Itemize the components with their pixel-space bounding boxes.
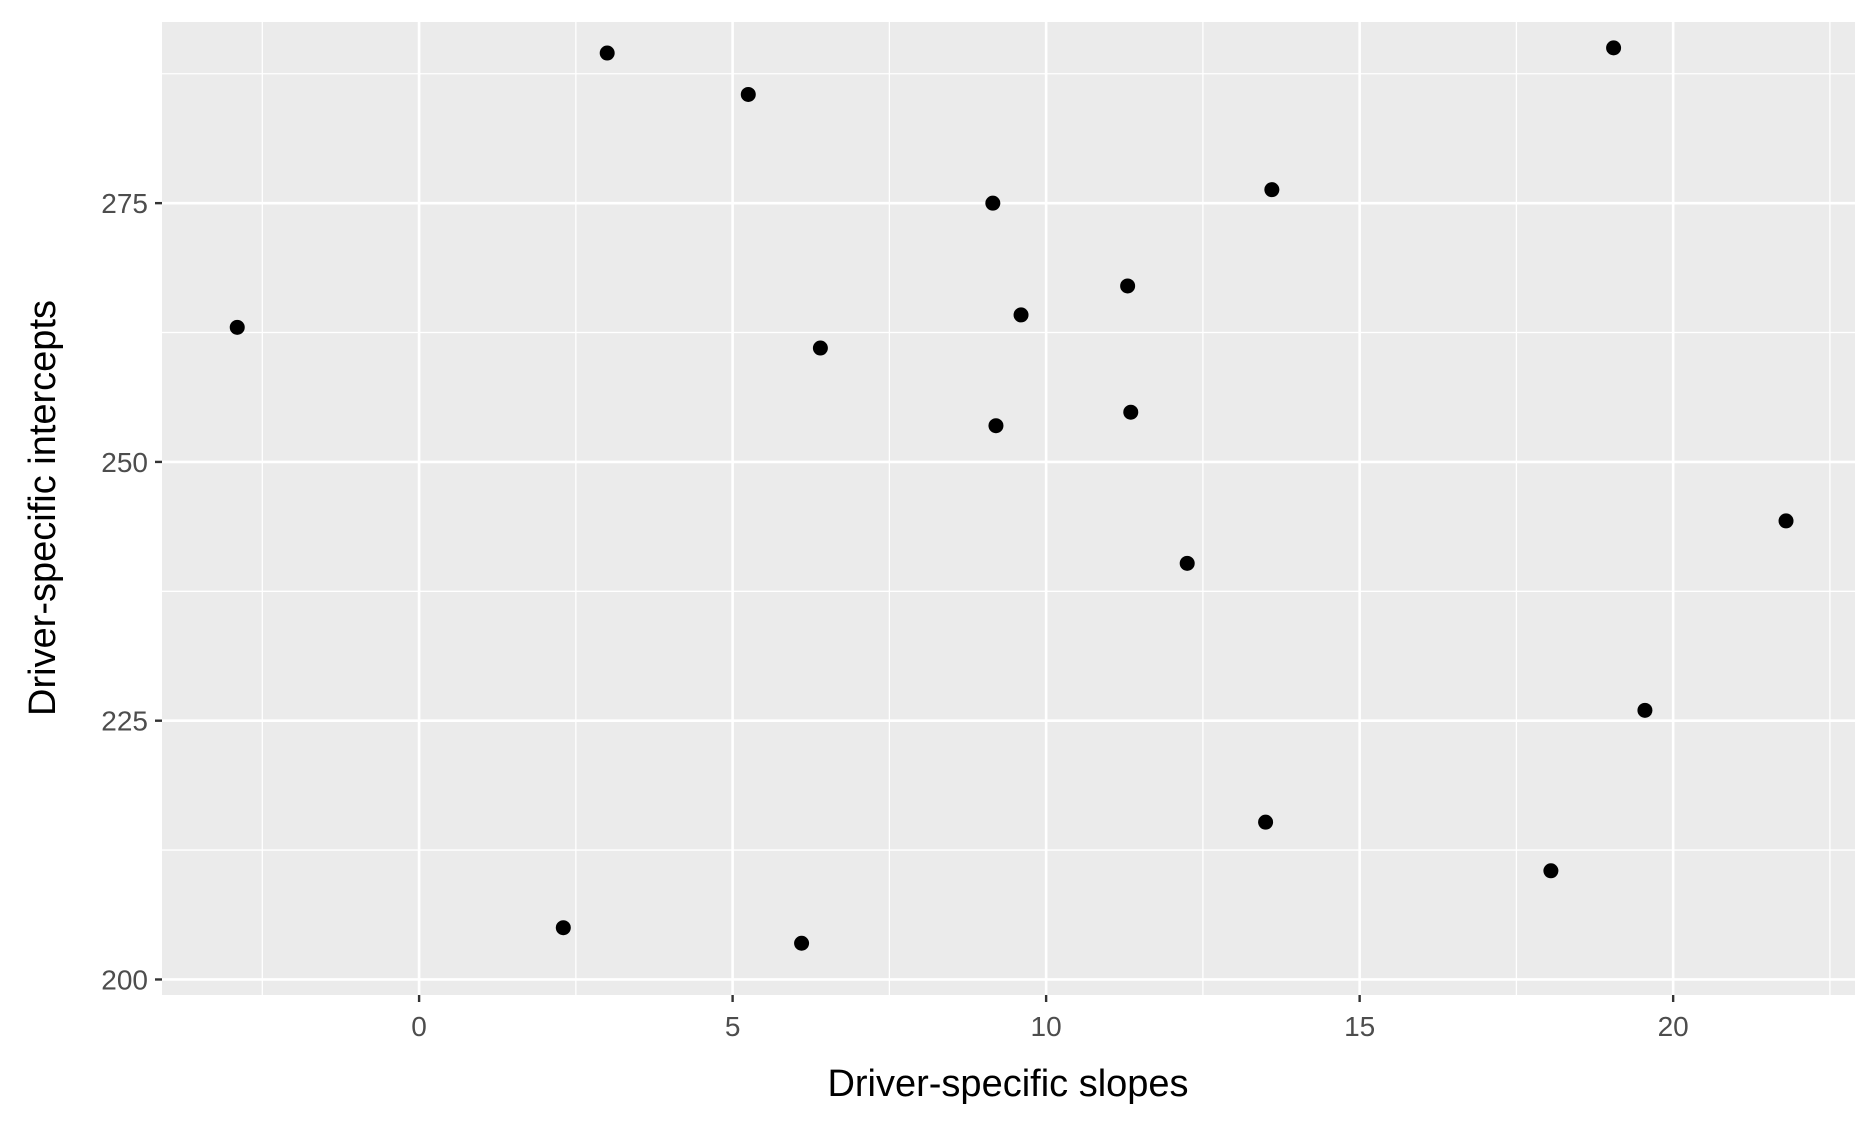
x-tick-label: 15 bbox=[1344, 1011, 1375, 1042]
y-tick-label: 200 bbox=[101, 964, 148, 995]
y-tick-label: 250 bbox=[101, 447, 148, 478]
data-point bbox=[985, 195, 1001, 211]
minor-gridlines bbox=[162, 22, 1855, 995]
data-point bbox=[555, 920, 571, 936]
data-points bbox=[229, 40, 1794, 951]
data-point bbox=[229, 319, 245, 335]
x-tick-label: 5 bbox=[725, 1011, 741, 1042]
x-tick-label: 10 bbox=[1031, 1011, 1062, 1042]
data-point bbox=[599, 45, 615, 61]
data-point bbox=[794, 935, 810, 951]
axis-ticks bbox=[155, 201, 1675, 1002]
y-axis-tick-labels: 200 225 250 275 bbox=[101, 188, 148, 995]
data-point bbox=[988, 418, 1004, 434]
y-tick-label: 275 bbox=[101, 188, 148, 219]
data-point bbox=[1778, 513, 1794, 529]
data-point bbox=[1264, 182, 1280, 198]
data-point bbox=[1637, 702, 1653, 718]
y-tick-label: 225 bbox=[101, 706, 148, 737]
data-point bbox=[1258, 814, 1274, 830]
plot-panel bbox=[162, 22, 1855, 995]
x-tick-label: 0 bbox=[411, 1011, 427, 1042]
data-point bbox=[1606, 40, 1622, 56]
x-axis-title: Driver-specific slopes bbox=[827, 1063, 1188, 1105]
data-point bbox=[1120, 278, 1136, 294]
x-axis-tick-labels: 0 5 10 15 20 bbox=[411, 1011, 1688, 1042]
data-point bbox=[1013, 307, 1029, 323]
y-axis-title: Driver-specific intercepts bbox=[22, 300, 64, 716]
data-point bbox=[1543, 863, 1559, 879]
data-point bbox=[740, 86, 756, 102]
x-tick-label: 20 bbox=[1658, 1011, 1689, 1042]
major-gridlines bbox=[162, 22, 1855, 995]
data-point bbox=[812, 340, 828, 356]
data-point bbox=[1179, 555, 1195, 571]
data-point bbox=[1123, 404, 1139, 420]
